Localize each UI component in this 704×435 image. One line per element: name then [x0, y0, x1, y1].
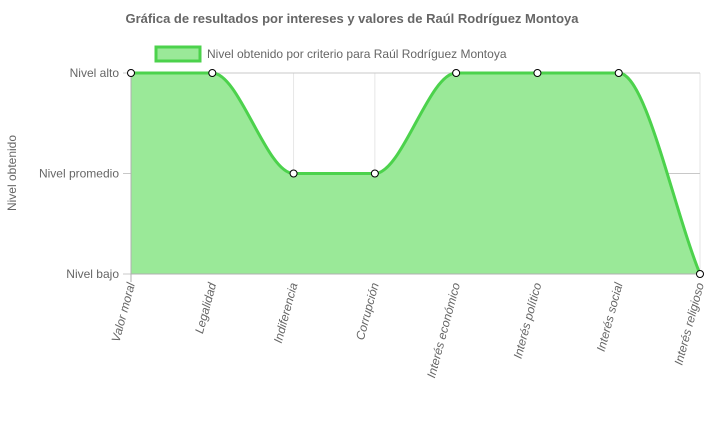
y-tick-label: Nivel promedio: [39, 167, 119, 181]
x-tick-label: Indiferencia: [271, 281, 301, 345]
y-axis-label: Nivel obtenido: [5, 135, 19, 211]
y-tick-label: Nivel bajo: [66, 267, 119, 281]
area-layer: [130, 71, 702, 282]
data-point[interactable]: [289, 169, 298, 178]
x-tick-label: Corrupción: [353, 281, 382, 342]
series-line: [131, 71, 702, 275]
legend[interactable]: Nivel obtenido por criterio para Raúl Ro…: [154, 45, 507, 63]
x-tick-label: Interés económico: [424, 281, 463, 380]
x-tick-label: Interés social: [594, 281, 626, 353]
data-point[interactable]: [614, 69, 623, 77]
x-tick-label: Valor moral: [109, 281, 138, 344]
y-ticks: Nivel alto Nivel promedio Nivel bajo: [39, 66, 119, 281]
chart-title: Gráfica de resultados por intereses y va…: [126, 11, 580, 26]
data-point[interactable]: [208, 69, 217, 77]
data-points: [127, 69, 704, 278]
x-tick-label: Legalidad: [192, 281, 219, 335]
x-tick-label: Interés religioso: [671, 281, 704, 367]
data-point[interactable]: [696, 270, 704, 278]
data-point[interactable]: [127, 69, 135, 77]
data-point[interactable]: [533, 69, 542, 77]
legend-label[interactable]: Nivel obtenido por criterio para Raúl Ro…: [207, 47, 507, 61]
x-ticks: Valor moral Legalidad Indiferencia Corrupci…: [109, 281, 704, 380]
legend-swatch[interactable]: [154, 45, 202, 63]
y-tick-label: Nivel alto: [70, 66, 120, 80]
data-point[interactable]: [452, 69, 461, 77]
data-point[interactable]: [370, 169, 379, 178]
x-tick-label: Interés político: [511, 281, 545, 360]
series-area: [131, 73, 700, 274]
